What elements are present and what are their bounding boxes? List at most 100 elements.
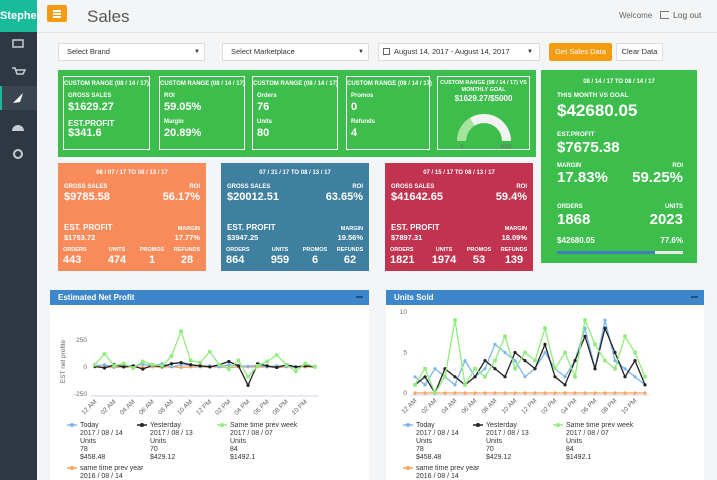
x-tick-label: 06 PM: [252, 398, 270, 416]
point: [603, 358, 607, 363]
month-label: UNITS: [665, 204, 683, 210]
point: [563, 391, 567, 395]
legend-name: Today: [416, 422, 435, 429]
menu-dashboard[interactable]: [12, 39, 24, 48]
point: [533, 391, 537, 395]
period-stat-value: 864: [226, 254, 245, 266]
point: [603, 391, 607, 395]
point: [483, 367, 487, 371]
point: [473, 375, 477, 379]
point: [483, 391, 487, 395]
menu-active-bar: [0, 86, 2, 110]
legend-detail: Units: [486, 438, 502, 445]
brand-select[interactable]: Select Brand ▼: [58, 43, 205, 61]
x-tick-label: 06 AM: [460, 397, 478, 415]
legend-detail: $429.12: [486, 454, 511, 461]
menu-settings[interactable]: [13, 149, 23, 159]
point: [603, 326, 607, 330]
period-label: GROSS SALES: [227, 184, 271, 190]
panel-minimize: [356, 296, 363, 298]
period-label: ROI: [189, 184, 200, 190]
x-tick-label: 02 PM: [540, 397, 558, 415]
legend-detail: Units: [566, 438, 582, 445]
period-label: MARGIN: [177, 226, 200, 232]
point: [141, 367, 145, 371]
x-tick-label: 10 PM: [291, 398, 309, 416]
point: [573, 359, 577, 363]
period-range: 07 / 31 / 17 TO 08 / 13 / 17: [259, 170, 331, 176]
period-label: GROSS SALES: [64, 184, 108, 190]
point: [433, 367, 437, 371]
point: [227, 359, 231, 364]
month-value: 59.25%: [632, 169, 683, 186]
get-sales-button[interactable]: Get Sales Data: [549, 43, 612, 61]
point: [236, 364, 241, 368]
y-tick-label: 10: [400, 309, 408, 316]
month-range: 08 / 14 / 17 TO 08 / 14 / 17: [583, 79, 655, 85]
point: [423, 375, 427, 379]
card-value: 76: [257, 101, 270, 113]
point: [503, 350, 507, 355]
legend-detail: 70: [486, 446, 494, 453]
x-tick-label: 04 PM: [233, 398, 251, 416]
marketplace-select[interactable]: Select Marketplace ▼: [222, 43, 369, 61]
goal-value: $1629.27/$5000: [454, 94, 513, 103]
logout[interactable]: Log out: [673, 10, 702, 20]
menu-cart[interactable]: [12, 67, 27, 75]
card-value: $1629.27: [68, 101, 114, 113]
toggle-line: [53, 16, 61, 18]
point: [453, 318, 457, 322]
point: [583, 391, 587, 395]
point: [643, 391, 647, 395]
legend-detail: 2016 / 08 / 14: [80, 473, 123, 480]
legend-detail: Units: [230, 438, 246, 445]
point: [503, 375, 507, 379]
period-stat-label: ORDERS: [390, 247, 414, 253]
x-tick-label: 12 AM: [80, 398, 98, 416]
menu-rocket[interactable]: [13, 93, 23, 103]
period-value: $20012.51: [227, 191, 279, 203]
period-stat-label: UNITS: [435, 247, 453, 253]
point: [513, 359, 517, 363]
legend-detail: 2017 / 08 / 13: [150, 430, 193, 437]
month-footer-total: $42680.05: [557, 236, 595, 245]
point: [553, 391, 557, 395]
point: [583, 318, 587, 322]
page-title: Sales: [87, 7, 130, 26]
period-stat-value: 28: [180, 254, 194, 266]
date-range[interactable]: August 14, 2017 - August 14, 2017 ▼: [378, 43, 540, 61]
menu-toggle[interactable]: [47, 5, 67, 22]
legend-detail: 84: [230, 446, 238, 453]
legend-detail: 2017 / 08 / 07: [230, 430, 273, 437]
point: [613, 350, 617, 355]
clear-button[interactable]: Clear Data: [616, 43, 663, 61]
point: [169, 362, 174, 366]
card-title: CUSTOM RANGE (08 / 14 / 17): [160, 81, 245, 87]
gauge: 0 5000: [457, 114, 512, 149]
point: [303, 361, 308, 366]
legend-symbol: [70, 423, 74, 427]
point: [433, 391, 437, 395]
x-tick-label: 04 AM: [119, 398, 137, 416]
menu-gauge[interactable]: [12, 125, 24, 131]
point: [633, 359, 637, 363]
point: [493, 367, 497, 371]
card-value: 4: [351, 127, 358, 139]
legend-detail: Units: [80, 438, 96, 445]
point: [623, 375, 627, 379]
period-value: 18.09%: [501, 233, 527, 242]
period-value: 59.4%: [495, 191, 527, 203]
card-label: GROSS SALES: [68, 93, 112, 99]
point: [543, 342, 547, 346]
x-tick-label: 08 AM: [157, 398, 175, 416]
point: [227, 367, 231, 371]
x-tick-label: 10 PM: [620, 397, 638, 415]
point: [265, 364, 269, 368]
point: [198, 364, 202, 368]
custom-range-panel: [58, 70, 536, 157]
legend-detail: $1492.1: [230, 454, 255, 461]
x-tick-label: 06 PM: [580, 397, 598, 415]
month-label: ORDERS: [557, 204, 583, 210]
point: [443, 391, 447, 395]
